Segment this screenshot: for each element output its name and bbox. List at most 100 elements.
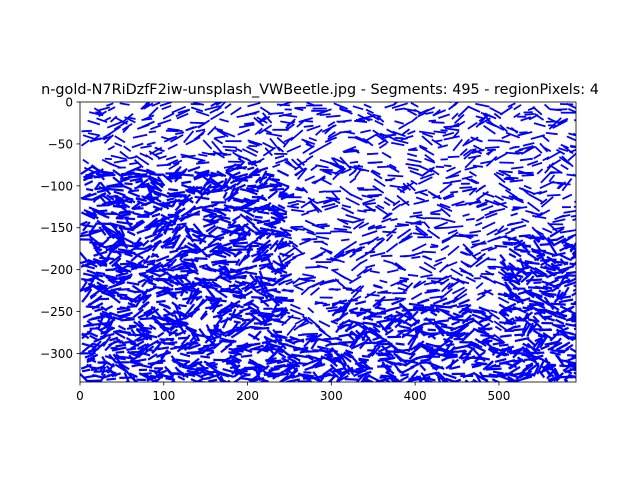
segment-line xyxy=(500,170,513,174)
segment-line xyxy=(290,202,300,207)
segment-line xyxy=(277,204,286,210)
segment-line xyxy=(254,283,267,289)
segment-line xyxy=(342,145,357,153)
segment-line xyxy=(285,359,296,374)
segment-line xyxy=(88,222,98,235)
segment-line xyxy=(504,281,513,292)
segment-line xyxy=(525,210,534,214)
segment-line xyxy=(118,213,131,217)
segment-line xyxy=(512,206,528,210)
segment-line xyxy=(558,298,574,304)
segment-line xyxy=(555,148,566,155)
segment-line xyxy=(307,354,316,360)
segment-line xyxy=(159,217,165,226)
segment-line xyxy=(290,129,304,142)
segment-line xyxy=(541,315,553,319)
segment-line xyxy=(166,191,177,199)
segment-line xyxy=(130,172,141,176)
segment-line xyxy=(441,282,452,293)
segment-line xyxy=(230,327,246,339)
segment-line xyxy=(127,302,136,307)
segment-line xyxy=(138,342,150,358)
segment-line xyxy=(99,195,106,204)
segment-line xyxy=(215,180,225,186)
segment-line xyxy=(168,188,179,192)
segment-line xyxy=(381,217,392,223)
segment-line xyxy=(447,225,464,229)
segment-line xyxy=(385,234,394,242)
segment-line xyxy=(254,127,263,136)
segment-line xyxy=(357,362,371,371)
segment-line xyxy=(552,226,565,231)
segment-line xyxy=(410,179,418,186)
segment-line xyxy=(229,220,237,228)
segment-line xyxy=(345,197,360,206)
segment-line xyxy=(338,332,353,338)
segment-line xyxy=(372,336,380,342)
segment-line xyxy=(348,319,365,326)
segment-line xyxy=(543,103,551,110)
segment-line xyxy=(365,264,376,269)
segment-line xyxy=(414,189,428,195)
segment-line xyxy=(390,313,402,319)
segment-line xyxy=(321,169,333,176)
segment-line xyxy=(419,130,436,135)
segment-line xyxy=(85,168,101,178)
segment-line xyxy=(390,377,397,382)
segment-line xyxy=(157,331,165,338)
segment-line xyxy=(421,345,430,352)
segment-line xyxy=(235,161,245,171)
segment-line xyxy=(567,356,576,362)
segment-line xyxy=(394,262,406,272)
segment-line xyxy=(258,377,269,382)
segment-line xyxy=(539,243,550,246)
segment-line xyxy=(198,153,208,157)
segment-line xyxy=(317,359,325,367)
segment-line xyxy=(102,226,112,235)
segment-line xyxy=(148,150,162,160)
segment-line xyxy=(470,309,483,313)
segment-line xyxy=(521,311,534,322)
segment-line xyxy=(219,317,231,324)
segment-line xyxy=(336,217,349,226)
segment-line xyxy=(310,201,323,213)
segment-line xyxy=(372,323,382,328)
segment-line xyxy=(305,354,314,362)
segment-line xyxy=(432,346,442,357)
segment-line xyxy=(214,135,226,139)
segment-line xyxy=(424,106,436,113)
segment-line xyxy=(572,218,576,221)
segment-line xyxy=(391,102,408,109)
segment-line xyxy=(512,347,523,359)
segment-line xyxy=(527,201,541,213)
segment-line xyxy=(337,119,352,123)
segment-line xyxy=(183,342,194,351)
segment-line xyxy=(107,106,116,112)
segment-line xyxy=(396,223,410,226)
segment-line xyxy=(248,199,260,204)
segment-line xyxy=(146,208,160,217)
segment-line xyxy=(306,124,321,132)
segment-line xyxy=(224,330,234,338)
segment-line xyxy=(143,102,154,110)
segment-line xyxy=(516,297,531,304)
segment-line xyxy=(341,245,350,252)
segment-line xyxy=(137,320,145,328)
segment-line xyxy=(204,333,214,344)
segment-line xyxy=(116,361,130,371)
segment-line xyxy=(154,151,163,156)
segment-line xyxy=(230,349,243,356)
segment-line xyxy=(277,146,284,153)
segment-line xyxy=(185,210,201,219)
segment-line xyxy=(471,242,487,246)
segment-line xyxy=(374,205,389,216)
segment-line xyxy=(570,317,576,323)
segment-line xyxy=(469,256,483,269)
segment-line xyxy=(302,138,314,149)
segment-line xyxy=(129,177,143,182)
segment-line xyxy=(528,324,535,333)
segment-line xyxy=(163,341,178,345)
segment-line xyxy=(153,217,168,224)
segment-line xyxy=(532,190,542,196)
segment-line xyxy=(456,120,466,127)
